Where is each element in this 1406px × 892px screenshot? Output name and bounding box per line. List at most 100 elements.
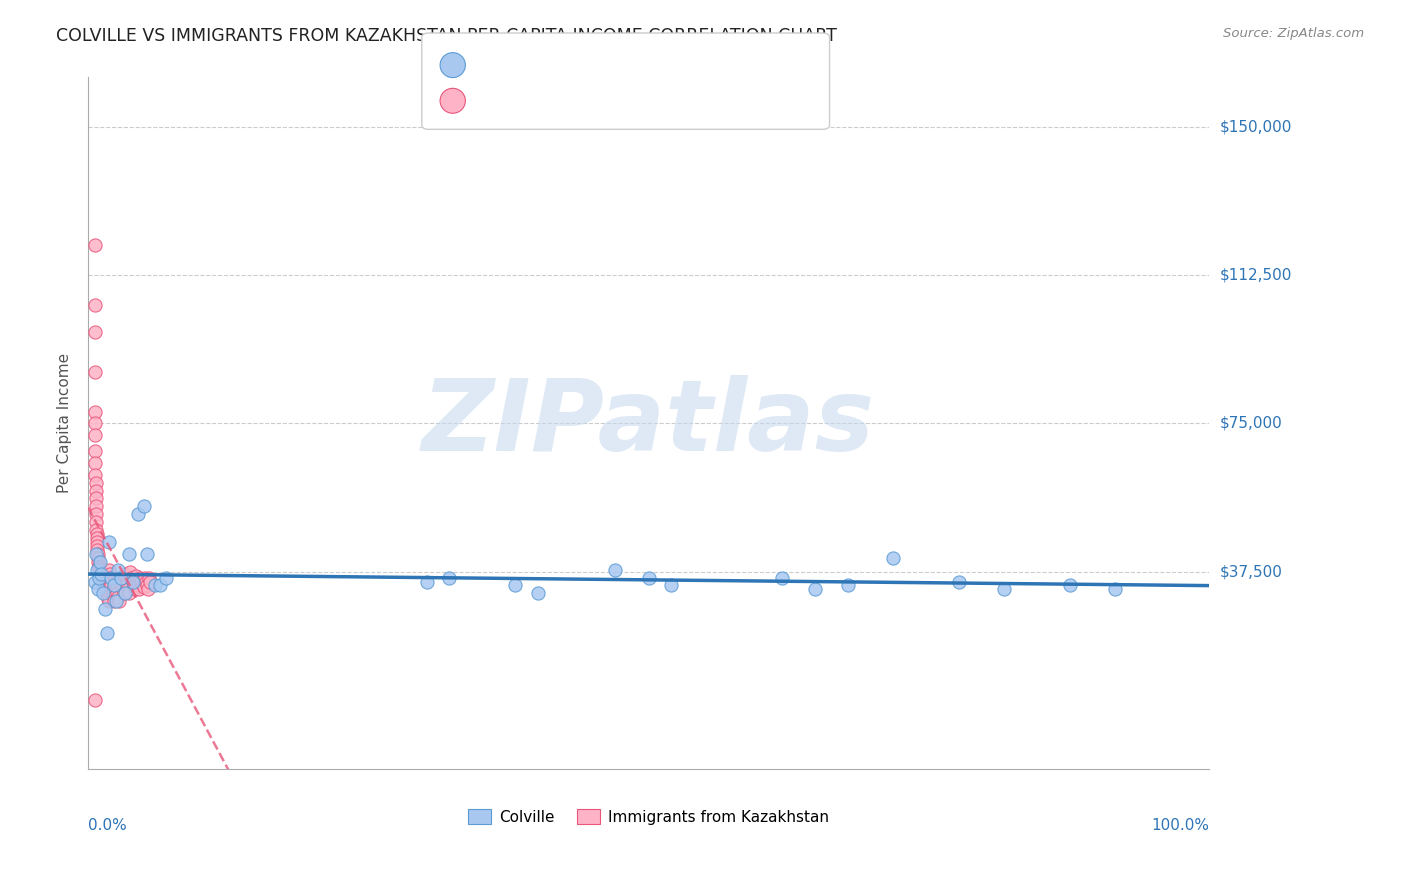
Point [105, 586, 128, 600]
Point [115, 571, 138, 585]
Point [128, 582, 150, 597]
Point [83, 298, 105, 312]
Point [114, 586, 136, 600]
Y-axis label: Per Capita Income: Per Capita Income [58, 353, 72, 493]
Point [882, 550, 904, 565]
Point [136, 578, 159, 592]
Point [83, 444, 105, 458]
Point [98, 594, 121, 608]
Point [104, 571, 127, 585]
Point [110, 574, 132, 589]
Point [84, 508, 107, 522]
Point [83, 467, 105, 482]
Point [84, 515, 107, 529]
Point [86, 527, 108, 541]
Text: 91: 91 [619, 94, 640, 108]
Point [103, 578, 125, 592]
Point [108, 594, 131, 608]
Point [100, 578, 122, 592]
Point [89, 563, 111, 577]
Point [98, 571, 121, 585]
Text: N =: N = [583, 58, 617, 72]
Point [121, 574, 143, 589]
Point [993, 582, 1015, 597]
Text: COLVILLE VS IMMIGRANTS FROM KAZAKHSTAN PER CAPITA INCOME CORRELATION CHART: COLVILLE VS IMMIGRANTS FROM KAZAKHSTAN P… [56, 27, 837, 45]
Point [86, 531, 108, 545]
Point [104, 594, 127, 608]
Point [96, 626, 118, 640]
Legend: Colville, Immigrants from Kazakhstan: Colville, Immigrants from Kazakhstan [463, 803, 835, 830]
Point [804, 582, 827, 597]
Point [91, 571, 114, 585]
Point [84, 491, 107, 506]
Point [90, 566, 112, 581]
Text: R =: R = [475, 94, 509, 108]
Point [91, 573, 114, 587]
Point [110, 578, 132, 592]
Point [131, 574, 153, 589]
Text: $75,000: $75,000 [1220, 416, 1282, 431]
Point [86, 535, 108, 549]
Point [1059, 578, 1081, 592]
Point [121, 574, 143, 589]
Point [132, 581, 155, 595]
Point [87, 582, 110, 597]
Text: $37,500: $37,500 [1220, 564, 1284, 579]
Point [90, 566, 112, 581]
Point [96, 586, 118, 600]
Text: R =: R = [475, 58, 509, 72]
Point [84, 523, 107, 537]
Point [948, 574, 970, 589]
Text: N =: N = [583, 94, 617, 108]
Point [100, 571, 122, 585]
Text: -0.187: -0.187 [517, 94, 572, 108]
Point [103, 591, 125, 605]
Point [83, 365, 105, 379]
Point [110, 571, 132, 585]
Point [97, 592, 120, 607]
Point [83, 693, 105, 707]
Text: $112,500: $112,500 [1220, 268, 1292, 283]
Point [93, 576, 115, 591]
Point [84, 547, 107, 561]
Text: ZIPatlas: ZIPatlas [422, 375, 875, 472]
Point [136, 582, 159, 597]
Point [127, 578, 149, 592]
Point [437, 571, 460, 585]
Point [122, 578, 145, 592]
Point [138, 571, 160, 585]
Text: 34: 34 [619, 58, 640, 72]
Point [94, 602, 117, 616]
Point [124, 582, 146, 597]
Point [98, 535, 121, 549]
Point [107, 563, 129, 577]
Point [94, 584, 117, 599]
Point [117, 582, 139, 597]
Point [104, 574, 127, 589]
Point [659, 578, 682, 592]
Point [84, 500, 107, 514]
Point [90, 568, 112, 582]
Point [605, 563, 627, 577]
Point [118, 547, 141, 561]
Point [131, 578, 153, 592]
Text: Source: ZipAtlas.com: Source: ZipAtlas.com [1223, 27, 1364, 40]
Point [101, 586, 124, 600]
Point [143, 578, 166, 592]
Point [83, 404, 105, 418]
Point [84, 475, 107, 490]
Point [97, 591, 120, 605]
Point [526, 586, 548, 600]
Point [100, 574, 122, 589]
Text: 100.0%: 100.0% [1152, 818, 1209, 833]
Point [83, 326, 105, 340]
Point [120, 571, 142, 585]
Point [125, 574, 148, 589]
Point [149, 578, 172, 592]
Point [132, 500, 155, 514]
Point [637, 571, 659, 585]
Point [83, 417, 105, 431]
Text: 0.0%: 0.0% [89, 818, 127, 833]
Point [86, 542, 108, 557]
Point [139, 574, 162, 589]
